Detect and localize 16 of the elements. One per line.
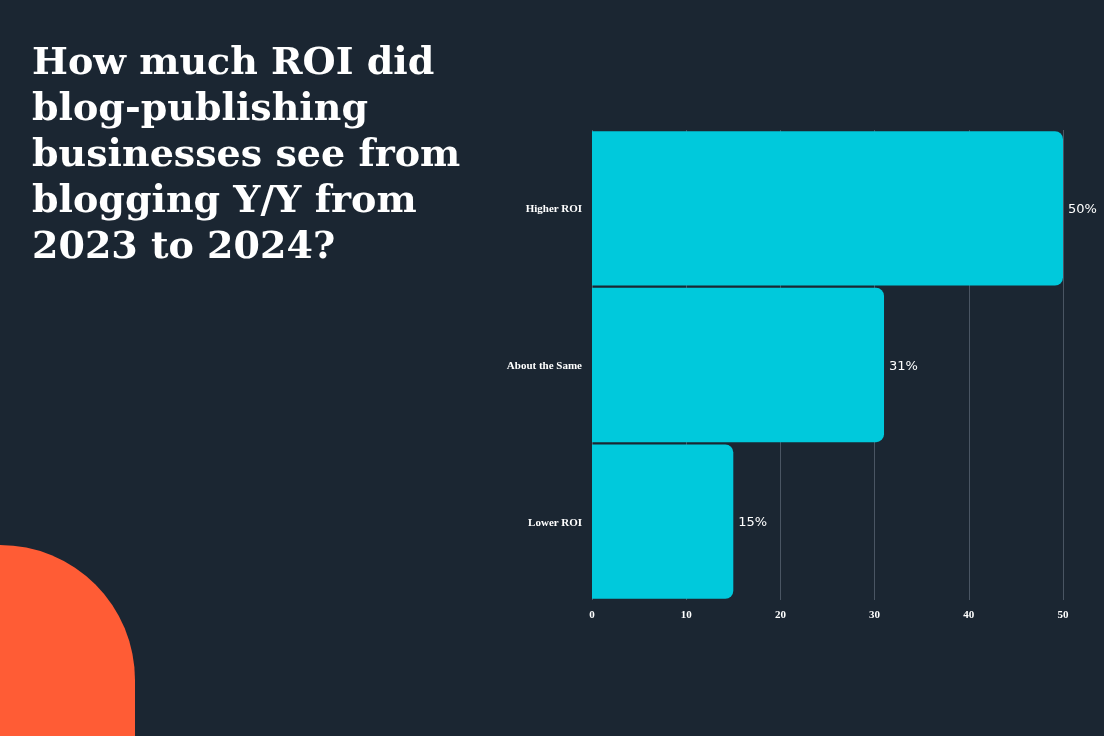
x-tick-label: 50 [1057,607,1069,620]
text: How much ROI did blog-publishing businesses see from blogging Y/Y from 2023 to 2024? [32,38,462,268]
x-tick-label: 40 [963,607,975,620]
y-tick-label: Lower ROI [528,515,582,528]
x-tick-label: 0 [589,607,596,620]
y-tick-label: About the Same [506,359,583,371]
bar [592,131,1063,286]
bar [592,444,734,599]
y-tick-label: Higher ROI [525,202,582,215]
data-label: 31% [889,357,918,373]
x-tick-label: 10 [680,607,693,620]
data-label: 15% [738,514,768,530]
bar [592,287,885,443]
x-tick-label: 30 [869,607,881,620]
x-tick-label: 20 [774,607,787,620]
data-label: 50% [1068,200,1097,216]
